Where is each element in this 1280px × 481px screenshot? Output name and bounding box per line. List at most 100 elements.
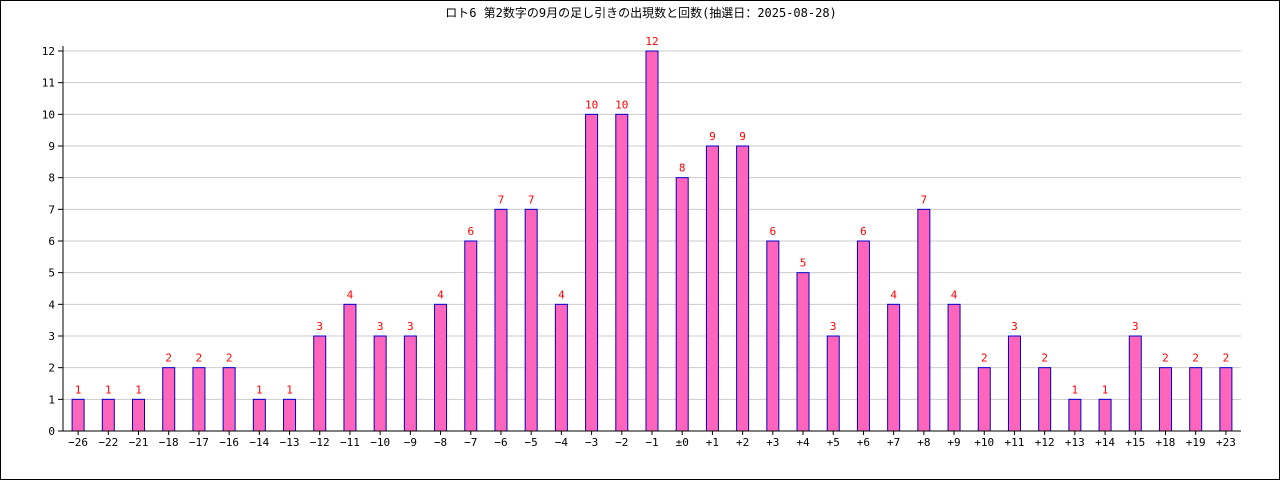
data-label: 4 [437, 288, 444, 301]
x-tick-label: +23 [1216, 436, 1236, 449]
data-label: 1 [75, 383, 82, 396]
x-tick-label: +10 [974, 436, 994, 449]
x-tick-label: −5 [525, 436, 538, 449]
y-tick-label: 8 [48, 172, 55, 185]
y-tick-label: 0 [48, 425, 55, 438]
bar [554, 303, 568, 432]
bar [403, 335, 417, 432]
bar [1098, 398, 1112, 432]
data-label: 1 [256, 383, 263, 396]
bar [132, 398, 146, 432]
y-tick-label: 6 [48, 235, 55, 248]
bar [1007, 335, 1021, 432]
data-label: 5 [800, 257, 807, 270]
bar [222, 367, 236, 432]
x-tick-label: +2 [736, 436, 749, 449]
data-label: 4 [558, 288, 565, 301]
x-tick-label: +18 [1156, 436, 1176, 449]
x-tick-label: −11 [340, 436, 360, 449]
x-tick-label: +19 [1186, 436, 1206, 449]
data-label: 6 [860, 225, 867, 238]
data-label: 2 [226, 352, 233, 365]
data-label: 3 [407, 320, 414, 333]
x-tick-label: +5 [827, 436, 840, 449]
y-tick-label: 3 [48, 330, 55, 343]
x-tick-label: +4 [796, 436, 810, 449]
x-tick-label: +13 [1065, 436, 1085, 449]
data-label: 2 [1192, 352, 1199, 365]
data-label: 3 [830, 320, 837, 333]
y-tick-label: 12 [42, 45, 55, 58]
data-label: 2 [1041, 352, 1048, 365]
x-tick-label: +3 [766, 436, 779, 449]
x-tick-label: ±0 [676, 436, 689, 449]
data-label: 9 [709, 130, 716, 143]
bar [856, 240, 870, 432]
data-label: 3 [1132, 320, 1139, 333]
bar [585, 113, 599, 432]
bar [313, 335, 327, 432]
bar [1158, 367, 1172, 432]
x-tick-label: −17 [189, 436, 209, 449]
bar [283, 398, 297, 432]
data-label: 4 [347, 288, 354, 301]
data-label: 2 [1162, 352, 1169, 365]
x-tick-label: −14 [249, 436, 269, 449]
bar [192, 367, 206, 432]
bar [524, 208, 538, 432]
data-label: 2 [981, 352, 988, 365]
bar [887, 303, 901, 432]
bar [796, 272, 810, 432]
bar [1189, 367, 1203, 432]
x-tick-label: −2 [615, 436, 628, 449]
x-tick-label: −21 [129, 436, 149, 449]
bar [705, 145, 719, 432]
x-tick-label: −26 [68, 436, 88, 449]
bar [615, 113, 629, 432]
data-label: 9 [739, 130, 746, 143]
x-tick-label: +14 [1095, 436, 1115, 449]
bar [917, 208, 931, 432]
data-label: 12 [645, 35, 658, 48]
data-label: 8 [679, 162, 686, 175]
x-tick-label: −8 [434, 436, 447, 449]
bar [1038, 367, 1052, 432]
x-tick-label: −22 [98, 436, 118, 449]
data-label: 6 [770, 225, 777, 238]
y-tick-label: 9 [48, 140, 55, 153]
x-tick-label: −18 [159, 436, 179, 449]
bar [977, 367, 991, 432]
data-label: 3 [1011, 320, 1018, 333]
bar [1219, 367, 1233, 432]
bar [675, 177, 689, 432]
x-tick-label: +9 [947, 436, 960, 449]
data-label: 3 [377, 320, 384, 333]
x-tick-label: +6 [857, 436, 870, 449]
x-tick-label: −13 [280, 436, 300, 449]
chart-title: ロト6 第2数字の9月の足し引きの出現数と回数(抽選日：2025-08-28) [445, 6, 837, 20]
x-tick-label: −6 [494, 436, 507, 449]
data-label: 7 [528, 193, 535, 206]
bar [434, 303, 448, 432]
x-tick-label: +15 [1125, 436, 1145, 449]
data-label: 4 [951, 288, 958, 301]
data-label: 6 [467, 225, 474, 238]
data-label: 7 [498, 193, 505, 206]
x-tick-label: +11 [1005, 436, 1025, 449]
data-label: 2 [1223, 352, 1230, 365]
x-tick-label: −9 [404, 436, 417, 449]
x-tick-label: −7 [464, 436, 477, 449]
x-tick-label: −1 [645, 436, 658, 449]
y-tick-label: 10 [42, 108, 55, 121]
data-label: 1 [105, 383, 112, 396]
bar [101, 398, 115, 432]
data-label: 10 [615, 98, 628, 111]
x-tick-label: +1 [706, 436, 719, 449]
y-tick-label: 7 [48, 203, 55, 216]
bar [373, 335, 387, 432]
x-tick-label: −10 [370, 436, 390, 449]
bar [494, 208, 508, 432]
y-tick-label: 2 [48, 362, 55, 375]
data-label: 10 [585, 98, 598, 111]
